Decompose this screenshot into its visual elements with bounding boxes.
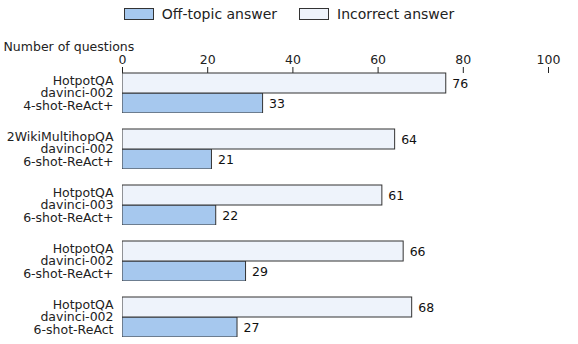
svg-text:80: 80 [455,52,471,67]
html-text:Off-topic answer: Off-topic answer [161,6,278,22]
svg-text:61: 61 [388,188,404,203]
svg-text:66: 66 [410,244,426,259]
svg-text:100: 100 [537,52,561,67]
svg-text:76: 76 [452,76,468,91]
svg-text:HotpotQAdavinci-0026-shot-ReAc: HotpotQAdavinci-0026-shot-ReAct [34,297,114,337]
svg-text:20: 20 [200,52,216,67]
html-text:Incorrect answer: Incorrect answer [337,6,455,22]
svg-text:27: 27 [244,320,260,335]
svg-text:HotpotQAdavinci-0026-shot-ReAc: HotpotQAdavinci-0026-shot-ReAct+ [23,241,114,281]
svg-text:Number of questions: Number of questions [4,39,135,54]
svg-text:60: 60 [370,52,386,67]
svg-text:22: 22 [222,208,238,223]
svg-text:68: 68 [418,300,434,315]
svg-text:2WikiMultihopQAdavinci-0026-sh: 2WikiMultihopQAdavinci-0026-shot-ReAct+ [7,129,114,169]
svg-text:64: 64 [401,132,417,147]
svg-text:HotpotQAdavinci-0024-shot-ReAc: HotpotQAdavinci-0024-shot-ReAct+ [23,73,114,113]
svg-text:29: 29 [252,264,268,279]
svg-text:HotpotQAdavinci-0036-shot-ReAc: HotpotQAdavinci-0036-shot-ReAct+ [23,185,114,225]
svg-text:0: 0 [118,51,127,67]
svg-text:40: 40 [285,52,301,67]
svg-text:33: 33 [269,96,285,111]
svg-text:21: 21 [218,152,234,167]
